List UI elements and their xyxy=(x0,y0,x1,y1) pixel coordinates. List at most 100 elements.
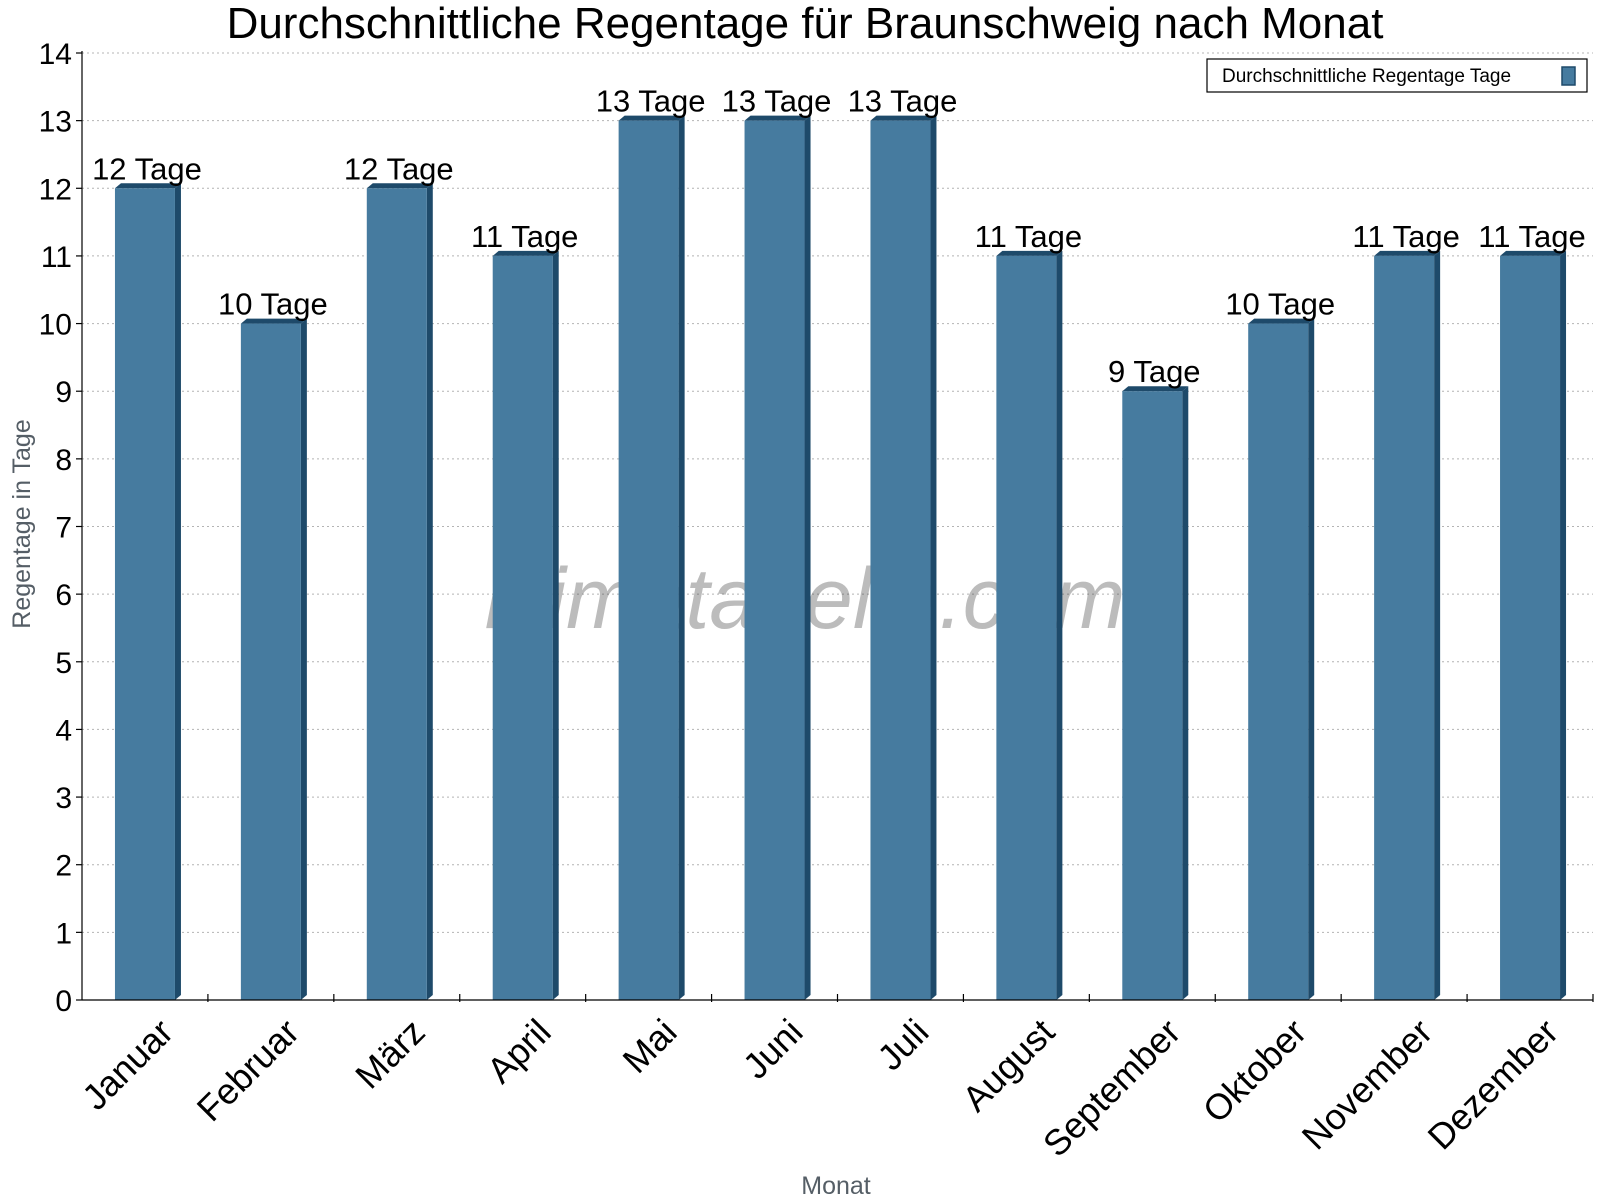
bar-side xyxy=(804,115,811,1000)
y-tick-label: 11 xyxy=(41,241,72,274)
legend-label: Durchschnittliche Regentage Tage xyxy=(1222,66,1511,87)
bar xyxy=(1500,255,1561,1000)
y-tick-label: 7 xyxy=(55,512,72,545)
bar-side xyxy=(678,115,685,1000)
x-tick-label: Februar xyxy=(189,1011,307,1129)
data-label: 13 Tage xyxy=(596,84,706,119)
bar-top xyxy=(1500,250,1567,256)
bars xyxy=(114,115,1567,1001)
bar-top xyxy=(1248,318,1315,324)
bar-juli xyxy=(870,115,937,1000)
bar xyxy=(870,120,931,1000)
bar-side xyxy=(174,183,181,1001)
chart-title: Durchschnittliche Regentage für Braunsch… xyxy=(227,0,1384,48)
y-tick-label: 8 xyxy=(55,444,72,477)
y-tick-label: 14 xyxy=(39,38,72,71)
data-label: 13 Tage xyxy=(848,84,958,119)
bar-august xyxy=(996,250,1063,1000)
legend-box xyxy=(1206,58,1588,93)
x-tick-label: Oktober xyxy=(1195,1011,1315,1131)
y-tick-label: 1 xyxy=(55,917,72,950)
bar-side xyxy=(1308,318,1315,1001)
bar xyxy=(492,255,553,1000)
y-tick-label: 12 xyxy=(39,173,72,206)
bar xyxy=(114,188,175,1001)
x-tick-label: September xyxy=(1035,1011,1189,1165)
bar-top xyxy=(1122,386,1189,392)
bar xyxy=(240,323,301,1001)
bar-top xyxy=(618,115,685,121)
x-tick-label: Juli xyxy=(869,1011,936,1078)
bar xyxy=(1374,255,1435,1000)
bar-dezember xyxy=(1500,250,1567,1000)
bar-april xyxy=(492,250,559,1000)
bar-side xyxy=(1560,250,1567,1000)
bar-november xyxy=(1374,250,1441,1000)
bar-top xyxy=(114,183,181,189)
data-label: 11 Tage xyxy=(975,219,1082,254)
y-axis-label: Regentage in Tage xyxy=(8,419,36,628)
x-tick-label: August xyxy=(954,1011,1062,1119)
bar xyxy=(996,255,1057,1000)
y-tick-label: 5 xyxy=(55,647,72,680)
x-tick-label: März xyxy=(347,1011,433,1097)
x-tick-labels: Januar Februar März April Mai Juni Juli AugustS… xyxy=(74,1011,1566,1165)
y-tick-label: 4 xyxy=(55,714,72,747)
y-tick-label: 0 xyxy=(55,985,72,1018)
bar-side xyxy=(1056,250,1063,1000)
y-tick-label: 6 xyxy=(55,579,72,612)
y-tick-label: 9 xyxy=(55,376,72,409)
bar xyxy=(366,188,427,1001)
bar-top xyxy=(1374,250,1441,256)
bar-side xyxy=(426,183,433,1001)
bar-mai xyxy=(618,115,685,1000)
bar xyxy=(618,120,679,1000)
bar-top xyxy=(744,115,811,121)
bar xyxy=(744,120,805,1000)
bar-side xyxy=(930,115,937,1000)
axes xyxy=(76,51,1594,1002)
data-label: 11 Tage xyxy=(1478,219,1585,254)
bar-september xyxy=(1122,386,1189,1000)
data-label: 10 Tage xyxy=(218,287,328,322)
bar-top xyxy=(366,183,433,189)
y-tick-label: 10 xyxy=(39,309,72,342)
bar-side xyxy=(300,318,307,1001)
bar-top xyxy=(996,250,1063,256)
bar-side xyxy=(552,250,559,1000)
x-tick-label: April xyxy=(479,1011,559,1091)
data-label: 11 Tage xyxy=(1352,219,1459,254)
y-tick-label: 2 xyxy=(55,850,72,883)
y-tick-label: 13 xyxy=(39,106,72,139)
bar-februar xyxy=(240,318,307,1001)
bar-märz xyxy=(366,183,433,1001)
data-label: 9 Tage xyxy=(1108,354,1201,389)
x-tick-label: Juni xyxy=(735,1011,811,1087)
bar-januar xyxy=(114,183,181,1001)
x-axis-label: Monat xyxy=(801,1172,871,1200)
legend: Durchschnittliche Regentage Tage xyxy=(1206,58,1588,93)
x-tick-label: Dezember xyxy=(1420,1011,1566,1157)
bar-top xyxy=(870,115,937,121)
y-tick-label: 3 xyxy=(55,782,72,815)
data-label: 12 Tage xyxy=(92,151,202,186)
legend-swatch xyxy=(1561,66,1576,86)
x-tick-label: November xyxy=(1294,1011,1440,1157)
bar-top xyxy=(240,318,307,324)
grid-lines xyxy=(82,52,1593,933)
x-tick-label: Januar xyxy=(74,1011,181,1118)
data-label: 11 Tage xyxy=(471,219,578,254)
bar-top xyxy=(492,250,559,256)
bar-juni xyxy=(744,115,811,1000)
bar-side xyxy=(1182,386,1189,1000)
bar xyxy=(1122,391,1183,1000)
data-label: 12 Tage xyxy=(344,151,454,186)
bar xyxy=(1248,323,1309,1001)
bar-side xyxy=(1434,250,1441,1000)
data-label: 13 Tage xyxy=(722,84,832,119)
data-labels: 12 Tage 10 Tage 12 Tage 11 Tage 13 Tage 13 Ta… xyxy=(92,84,1586,390)
data-label: 10 Tage xyxy=(1225,287,1335,322)
x-tick-label: Mai xyxy=(615,1011,685,1081)
